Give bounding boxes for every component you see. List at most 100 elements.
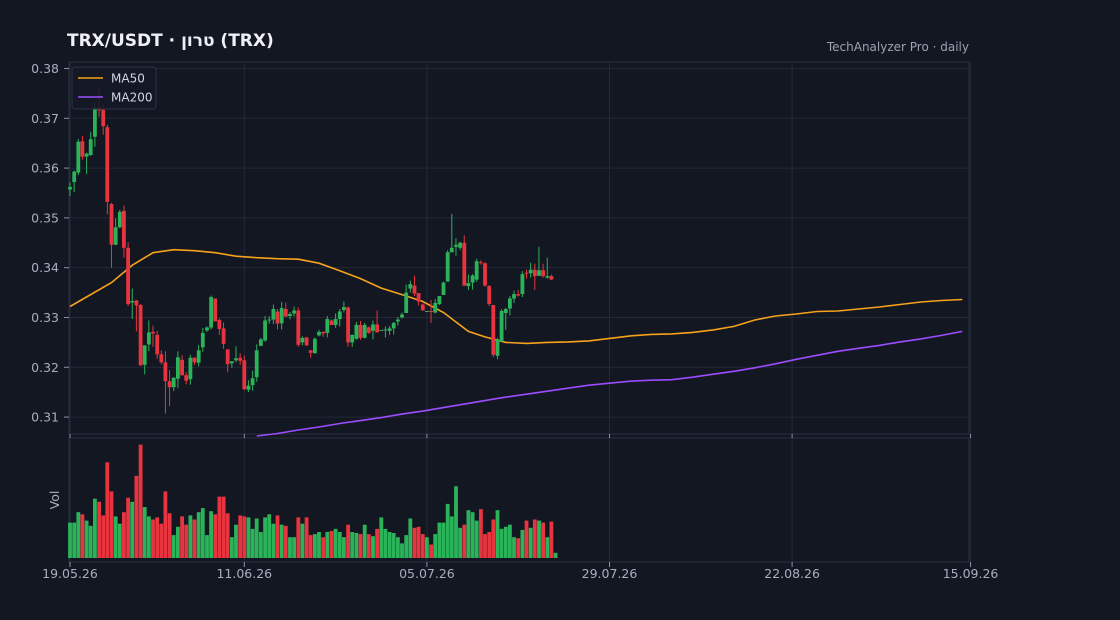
candle-body — [147, 332, 151, 345]
candle-body — [134, 300, 139, 306]
volume-bar — [279, 524, 284, 558]
chart-title: TRX/USDT · טרון (TRX) — [67, 31, 274, 51]
candle-body — [246, 385, 251, 390]
candle-body — [495, 339, 500, 356]
volume-bar — [449, 516, 454, 558]
candle-body — [458, 242, 462, 248]
candle-body — [213, 298, 218, 322]
price-tick-label: 0.34 — [31, 260, 59, 275]
candle-body — [105, 127, 110, 202]
volume-bar — [225, 513, 230, 558]
volume-bar — [445, 503, 450, 558]
volume-bar — [117, 523, 122, 558]
volume-bar — [366, 534, 371, 558]
candle-body — [549, 276, 554, 280]
volume-bar — [221, 496, 226, 558]
candle-body — [163, 362, 168, 382]
candle-body — [221, 328, 226, 344]
volume-bar — [400, 543, 404, 558]
candle-body — [288, 314, 292, 316]
volume-bar — [404, 535, 409, 558]
volume-bar — [113, 516, 118, 558]
ma200-series — [256, 330, 963, 437]
candle-body — [404, 292, 409, 313]
volume-bar — [296, 517, 301, 558]
candle-body — [117, 211, 122, 228]
candle-body — [279, 308, 284, 324]
date-tick-label: 29.07.26 — [582, 566, 638, 581]
price-tick-label: 0.37 — [31, 111, 59, 126]
volume-bar — [375, 528, 379, 558]
volume-bar — [516, 538, 521, 558]
volume-bar — [250, 528, 255, 558]
volume-bar — [101, 515, 106, 558]
volume-bar — [354, 533, 359, 558]
candle-body — [342, 307, 346, 310]
legend: MA50 MA200 — [71, 66, 157, 110]
price-tick-label: 0.33 — [31, 310, 59, 325]
candle-body — [441, 282, 446, 295]
volume-bars — [68, 444, 558, 558]
candle-body — [474, 261, 479, 280]
volume-bar — [230, 537, 234, 558]
candle-body — [350, 334, 355, 343]
volume-bar — [479, 509, 483, 558]
date-tick-label: 05.07.26 — [399, 566, 455, 581]
volume-bar — [470, 512, 475, 558]
volume-bar — [308, 535, 313, 558]
candle-body — [308, 350, 313, 353]
volume-bar — [512, 537, 516, 558]
candle-body — [499, 311, 504, 342]
candle-body — [520, 274, 525, 294]
legend-ma50-label: MA50 — [111, 72, 145, 86]
candles — [68, 87, 554, 414]
volume-bar — [205, 535, 209, 558]
volume-bar — [72, 522, 77, 558]
volume-bar — [171, 535, 176, 558]
candle-body — [101, 109, 106, 127]
volume-bar — [346, 524, 350, 558]
candle-body — [68, 187, 72, 190]
volume-bar — [200, 508, 205, 558]
candle-body — [230, 361, 234, 364]
price-tick-label: 0.38 — [31, 61, 59, 76]
volume-bar — [483, 534, 487, 558]
volume-bar — [97, 501, 101, 558]
volume-bar — [254, 518, 259, 558]
volume-bar — [213, 514, 218, 558]
candle-body — [437, 296, 442, 305]
candle-body — [325, 319, 330, 333]
candle-body — [358, 324, 363, 338]
price-panel-frame — [68, 61, 970, 435]
volume-bar — [180, 516, 184, 558]
volume-bar — [549, 521, 554, 558]
candle-body — [503, 309, 508, 313]
candle-body — [122, 210, 126, 248]
candle-body — [254, 350, 259, 378]
volume-bar — [138, 444, 143, 558]
candle-body — [420, 304, 425, 311]
candle-body — [304, 337, 309, 346]
volume-bar — [454, 486, 458, 558]
candle-body — [196, 350, 201, 363]
candle-body — [267, 319, 272, 321]
volume-bar — [425, 537, 429, 558]
volume-bar — [437, 522, 442, 558]
volume-bar — [383, 528, 388, 558]
candle-body — [167, 381, 172, 388]
volume-bar — [188, 515, 193, 558]
volume-bar — [242, 516, 247, 558]
volume-bar — [126, 497, 130, 558]
volume-bar — [317, 532, 321, 558]
volume-bar — [209, 511, 213, 558]
candle-body — [72, 171, 77, 183]
candle-body — [84, 153, 89, 157]
candle-body — [433, 303, 438, 313]
candle-body — [383, 329, 388, 331]
candle-body — [545, 276, 550, 278]
volume-bar — [433, 534, 438, 558]
volume-bar — [217, 496, 222, 558]
candle-body — [487, 286, 492, 304]
volume-bar — [246, 517, 251, 558]
volume-bar — [321, 537, 326, 558]
